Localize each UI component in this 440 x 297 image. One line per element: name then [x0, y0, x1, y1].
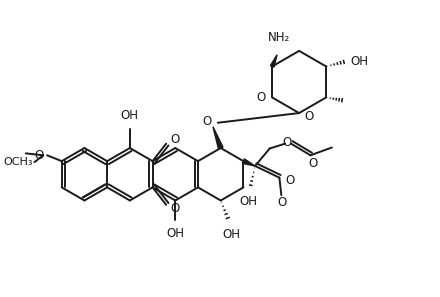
Text: NH₂: NH₂	[268, 31, 290, 44]
Text: O: O	[282, 136, 292, 149]
Text: OH: OH	[166, 227, 184, 240]
Text: OH: OH	[121, 109, 139, 122]
Text: O: O	[170, 133, 180, 146]
Text: O: O	[170, 202, 180, 215]
Polygon shape	[271, 55, 277, 67]
Polygon shape	[213, 127, 223, 149]
Text: O: O	[34, 149, 43, 162]
Text: O: O	[202, 115, 212, 128]
Text: O: O	[309, 157, 318, 170]
Text: O: O	[278, 196, 287, 209]
Text: O: O	[304, 110, 313, 124]
Text: OH: OH	[239, 195, 257, 208]
Text: O: O	[285, 174, 294, 187]
Text: OH: OH	[350, 55, 368, 68]
Text: O: O	[256, 91, 265, 104]
Polygon shape	[242, 159, 255, 166]
Text: OH: OH	[222, 228, 240, 241]
Text: OCH₃: OCH₃	[3, 157, 33, 167]
